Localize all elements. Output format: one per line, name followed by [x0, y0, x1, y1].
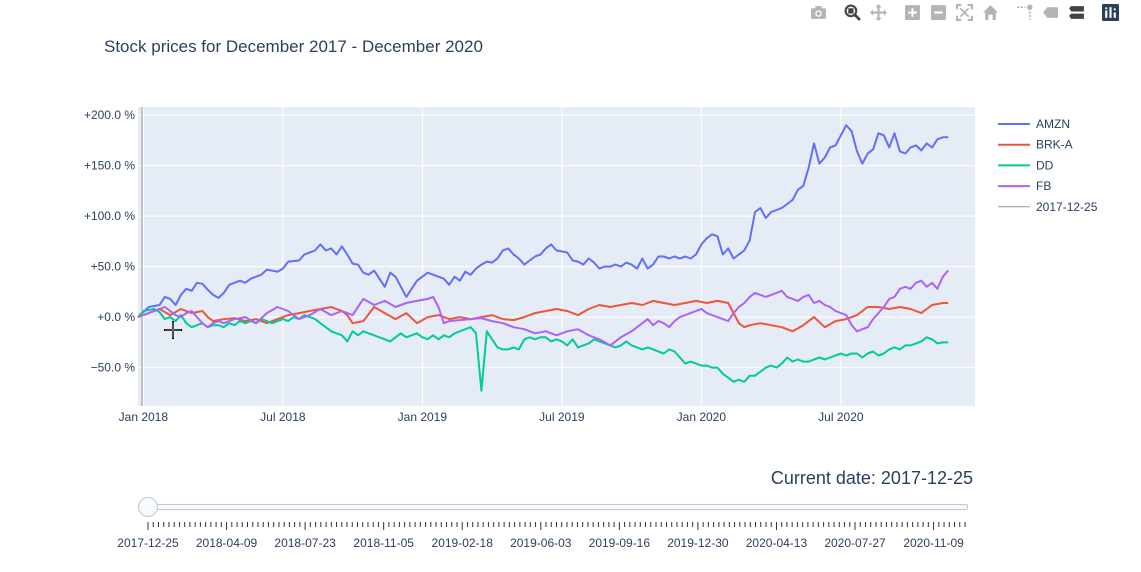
legend-label: FB	[1036, 179, 1051, 193]
date-slider: Current date: 2017-12-25 2017-12-25 2018-…	[0, 460, 1141, 570]
x-tick-label: Jan 2019	[398, 410, 448, 424]
slider-tick-label: 2020-04-13	[745, 536, 808, 550]
y-tick-label: +50.0 %	[91, 260, 136, 274]
slider-tick-label: 2017-12-25	[117, 536, 179, 550]
legend-item[interactable]: AMZN	[998, 117, 1070, 131]
chart-title: Stock prices for December 2017 - Decembe…	[104, 37, 483, 56]
plotly-logo-icon[interactable]	[1099, 2, 1121, 22]
y-tick-label: +100.0 %	[84, 209, 135, 223]
legend-item[interactable]: DD	[998, 158, 1054, 172]
x-tick-label: Jul 2018	[260, 410, 306, 424]
series-line-amzn[interactable]	[137, 124, 949, 318]
y-tick-label: −50.0 %	[91, 361, 136, 375]
slider-tick-label: 2020-07-27	[824, 536, 886, 550]
x-tick-label: Jan 2020	[677, 410, 727, 424]
y-axis: +200.0 % +150.0 % +100.0 % +50.0 % +0.0 % −50…	[84, 108, 135, 375]
legend-label: 2017-12-25	[1036, 200, 1098, 214]
legend-item[interactable]: FB	[998, 179, 1051, 193]
slider-tick-label: 2018-07-23	[274, 536, 336, 550]
zoom-icon[interactable]	[841, 2, 863, 22]
crosshair-cursor-icon	[164, 321, 182, 339]
pan-icon[interactable]	[867, 2, 889, 22]
slider-tick-label: 2018-04-09	[195, 536, 258, 550]
zoom-out-icon[interactable]	[927, 2, 949, 22]
zoom-in-icon[interactable]	[901, 2, 923, 22]
current-date-prefix: Current date:	[770, 468, 881, 488]
x-tick-label: Jan 2018	[119, 410, 169, 424]
legend-label: AMZN	[1036, 117, 1070, 131]
slider-tick-label: 2018-11-05	[353, 536, 414, 550]
series-group	[137, 107, 949, 406]
legend-item[interactable]: BRK-A	[998, 138, 1073, 152]
y-tick-label: +200.0 %	[84, 108, 135, 122]
legend-item[interactable]: 2017-12-25	[998, 200, 1098, 214]
hover-closest-icon[interactable]	[1039, 2, 1061, 22]
modebar	[803, 2, 1121, 22]
y-tick-label: +150.0 %	[84, 159, 135, 173]
x-tick-label: Jul 2019	[539, 410, 585, 424]
legend[interactable]: AMZN BRK-A DD FB 2017-12-25	[998, 117, 1098, 214]
y-tick-label: +0.0 %	[97, 310, 135, 324]
slider-tick-label: 2019-12-30	[667, 536, 729, 550]
autoscale-icon[interactable]	[953, 2, 975, 22]
spike-lines-icon[interactable]	[1013, 2, 1035, 22]
series-line-dd[interactable]	[137, 308, 949, 392]
slider-tick-label: 2019-06-03	[510, 536, 572, 550]
camera-icon[interactable]	[807, 2, 829, 22]
slider-tick-label: 2020-11-09	[903, 536, 964, 550]
legend-label: DD	[1036, 158, 1054, 172]
home-icon[interactable]	[979, 2, 1001, 22]
slider-ticks	[147, 522, 966, 530]
slider-handle[interactable]	[138, 497, 158, 517]
series-line-brk-a[interactable]	[137, 299, 949, 333]
hover-compare-icon[interactable]	[1065, 2, 1087, 22]
current-date-value: 2017-12-25	[880, 468, 973, 488]
slider-track[interactable]	[148, 504, 968, 510]
x-tick-label: Jul 2020	[818, 410, 864, 424]
x-axis: Jan 2018 Jul 2018 Jan 2019 Jul 2019 Jan 2020…	[119, 410, 864, 424]
chart-plot[interactable]: +200.0 % +150.0 % +100.0 % +50.0 % +0.0 % −50…	[0, 0, 1141, 460]
legend-label: BRK-A	[1036, 138, 1073, 152]
slider-tick-label: 2019-02-18	[431, 536, 493, 550]
grid-lines	[138, 107, 975, 406]
current-date-label: Current date: 2017-12-25	[771, 468, 973, 489]
plot-area[interactable]	[138, 107, 975, 406]
series-line-fb[interactable]	[137, 269, 949, 347]
slider-tick-label: 2019-09-16	[588, 536, 651, 550]
